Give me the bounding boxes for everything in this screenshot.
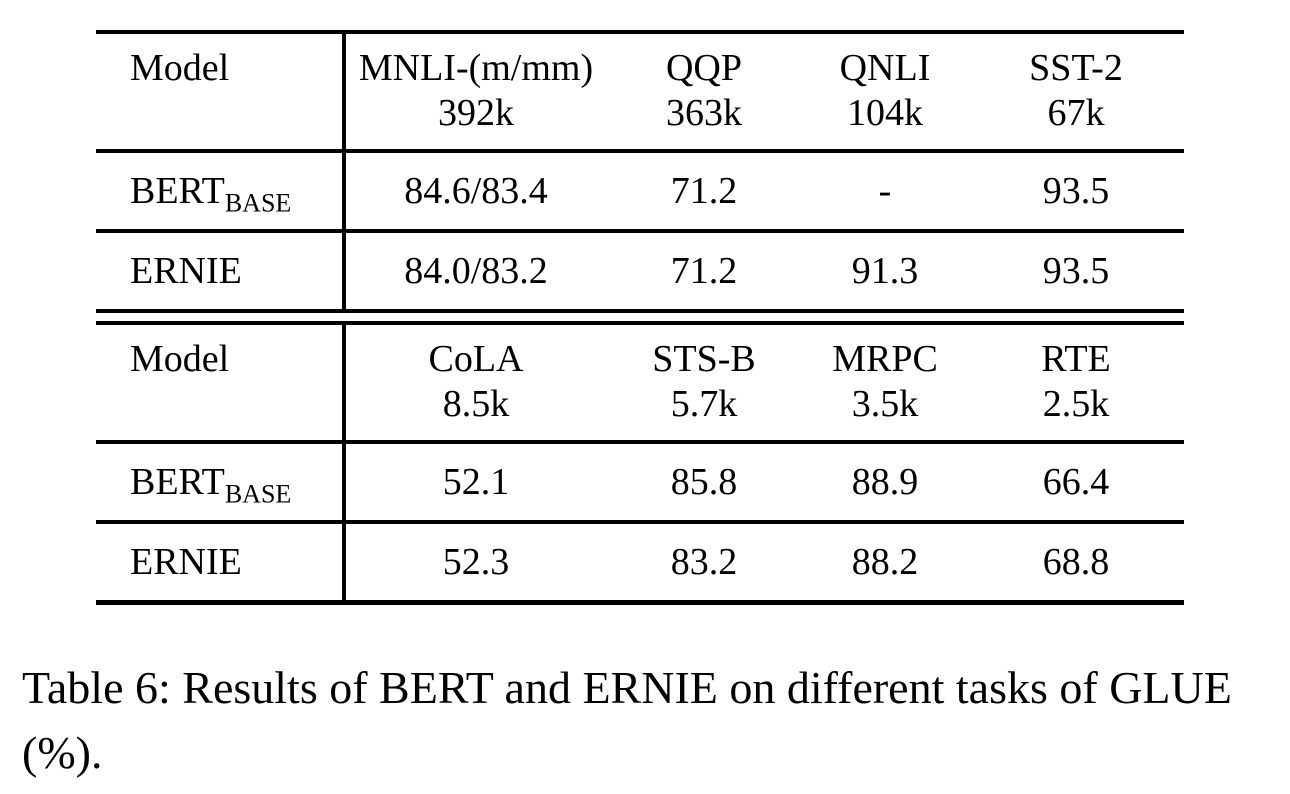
score-cell: - — [802, 151, 968, 233]
task-name: QQP — [665, 47, 743, 89]
table1-header-qnli: QNLI 104k — [802, 32, 968, 153]
table1-header-sst2: SST-2 67k — [968, 32, 1184, 153]
task-name: MNLI-(m/mm) — [358, 47, 594, 89]
model-name: BERT — [130, 170, 225, 212]
dataset-size: 3.5k — [851, 383, 919, 425]
table2-header-mrpc: MRPC 3.5k — [802, 323, 968, 444]
score-cell: 91.3 — [851, 250, 919, 292]
dataset-size: 363k — [666, 92, 742, 134]
model-column-label: Model — [130, 338, 230, 380]
score-cell: 83.2 — [670, 541, 738, 583]
table1-header-mnli: MNLI-(m/mm) 392k — [342, 32, 606, 153]
model-name-cell: ERNIE — [96, 231, 344, 311]
model-name: ERNIE — [130, 541, 242, 583]
score-cell: 71.2 — [670, 250, 738, 292]
dataset-size: 2.5k — [1042, 383, 1110, 425]
task-name: CoLA — [428, 338, 524, 380]
score-cell: 66.4 — [968, 442, 1184, 524]
table1-header-row: Model MNLI-(m/mm) 392k QQP 363k QNLI 104… — [96, 32, 1184, 153]
model-name: ERNIE — [130, 250, 242, 292]
dataset-size: 104k — [847, 92, 923, 134]
glue-table-large-tasks: Model MNLI-(m/mm) 392k QQP 363k QNLI 104… — [96, 30, 1184, 313]
score-cell: 85.8 — [606, 442, 802, 524]
score-cell: 88.2 — [851, 541, 919, 583]
score-cell: 52.1 — [342, 442, 606, 524]
table1-header-model: Model — [96, 32, 344, 153]
table1-row-bert: BERTBASE 84.6/83.4 71.2 - 93.5 — [96, 151, 1184, 233]
table1-header-qqp: QQP 363k — [606, 32, 802, 153]
dataset-size: 392k — [438, 92, 514, 134]
glue-results-table-group: Model MNLI-(m/mm) 392k QQP 363k QNLI 104… — [96, 30, 1184, 605]
score-cell: 68.8 — [1042, 541, 1110, 583]
model-name-subscript: BASE — [224, 479, 292, 509]
paper-page: Model MNLI-(m/mm) 392k QQP 363k QNLI 104… — [0, 30, 1290, 794]
score-cell: 52.3 — [342, 522, 606, 603]
table-caption: Table 6: Results of BERT and ERNIE on di… — [22, 662, 1232, 779]
score-cell: 84.6/83.4 — [342, 151, 606, 233]
score-cell: 93.5 — [968, 151, 1184, 233]
task-name: RTE — [1041, 338, 1111, 380]
table2-row-bert: BERTBASE 52.1 85.8 88.9 66.4 — [96, 442, 1184, 524]
table2-header-rte: RTE 2.5k — [968, 323, 1184, 444]
model-column-label: Model — [130, 47, 230, 89]
table2-header-row: Model CoLA 8.5k STS-B 5.7k MRPC 3.5k RTE… — [96, 323, 1184, 444]
dataset-size: 67k — [1047, 92, 1105, 134]
dataset-size: 8.5k — [442, 383, 510, 425]
score-cell: 71.2 — [606, 151, 802, 233]
task-name: QNLI — [839, 47, 931, 89]
model-name-subscript: BASE — [224, 188, 292, 218]
model-name-cell: BERTBASE — [96, 442, 344, 524]
score-cell: 88.9 — [802, 442, 968, 524]
score-cell: 93.5 — [1042, 250, 1110, 292]
task-name: MRPC — [832, 338, 938, 380]
task-name: STS-B — [652, 338, 756, 380]
score-cell: 84.0/83.2 — [342, 231, 606, 311]
table2-row-ernie: ERNIE 52.3 83.2 88.2 68.8 — [96, 522, 1184, 603]
table2-header-stsb: STS-B 5.7k — [606, 323, 802, 444]
dataset-size: 5.7k — [670, 383, 738, 425]
glue-table-small-tasks: Model CoLA 8.5k STS-B 5.7k MRPC 3.5k RTE… — [96, 321, 1184, 605]
model-name-cell: BERTBASE — [96, 151, 344, 233]
table2-header-model: Model — [96, 323, 344, 444]
model-name-cell: ERNIE — [96, 522, 344, 603]
table2-header-cola: CoLA 8.5k — [342, 323, 606, 444]
model-name: BERT — [130, 461, 225, 503]
task-name: SST-2 — [1029, 47, 1123, 89]
table1-row-ernie: ERNIE 84.0/83.2 71.2 91.3 93.5 — [96, 231, 1184, 311]
